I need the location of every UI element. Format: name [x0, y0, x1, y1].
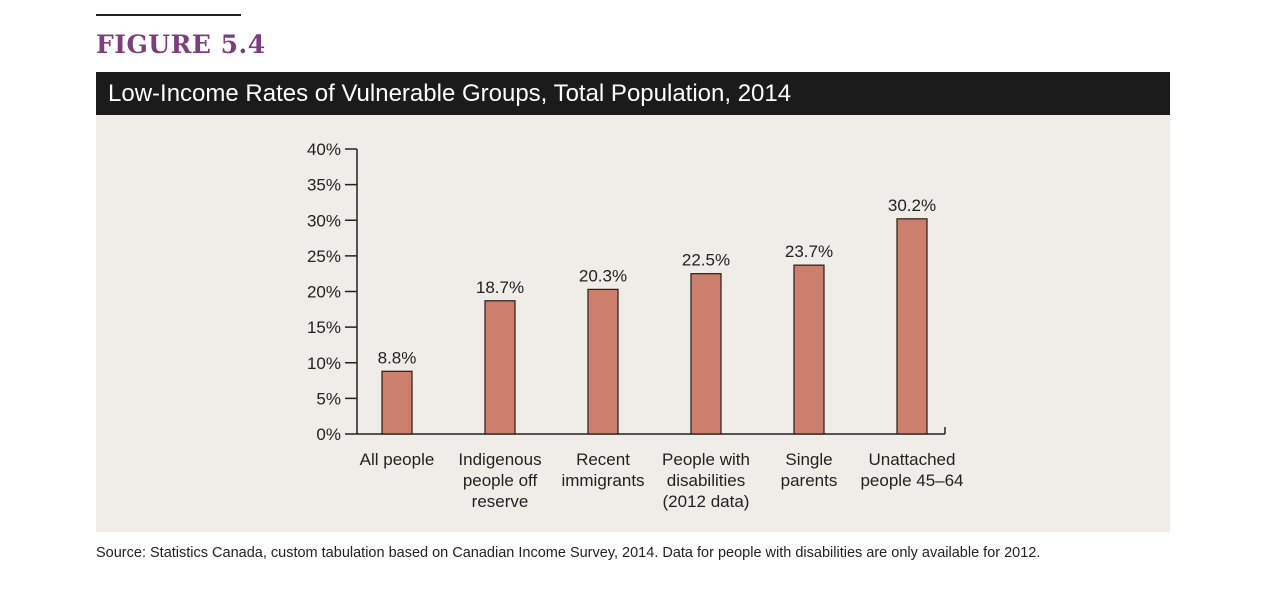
category-label: All people: [360, 450, 435, 469]
category-label-line: people off: [463, 471, 538, 490]
y-tick-label: 10%: [307, 354, 341, 373]
y-tick-label: 20%: [307, 283, 341, 302]
figure-label: FIGURE 5.4: [96, 30, 266, 59]
category-label-line: People with: [662, 450, 750, 469]
category-label-line: immigrants: [561, 471, 644, 490]
chart-title-bar: Low-Income Rates of Vulnerable Groups, T…: [96, 72, 1170, 115]
data-label: 30.2%: [888, 196, 936, 215]
top-rule: [96, 14, 241, 16]
bar: [484, 300, 516, 435]
bar: [690, 273, 722, 435]
bar: [793, 264, 825, 435]
chart-title: Low-Income Rates of Vulnerable Groups, T…: [108, 80, 792, 107]
data-label: 8.8%: [378, 348, 417, 367]
chart-panel: [96, 115, 1170, 532]
category-label: Recent immigrants: [561, 450, 644, 490]
data-label: 18.7%: [476, 278, 524, 297]
category-label-line: people 45–64: [860, 471, 963, 490]
category-label-line: Indigenous: [458, 450, 541, 469]
category-label: Unattached people 45–64: [860, 450, 963, 490]
y-tick-label: 25%: [307, 247, 341, 266]
category-label: Single parents: [781, 450, 838, 490]
data-label: 22.5%: [682, 251, 730, 270]
category-label-line: All people: [360, 450, 435, 469]
bar: [587, 288, 619, 435]
category-label: People with disabilities (2012 data): [662, 450, 750, 511]
y-tick-label: 35%: [307, 176, 341, 195]
category-label-line: parents: [781, 471, 838, 490]
category-label: Indigenous people off reserve: [458, 450, 541, 511]
source-note: Source: Statistics Canada, custom tabula…: [96, 545, 1041, 561]
category-label-line: disabilities: [667, 471, 745, 490]
category-label-line: Single: [785, 450, 832, 469]
category-label-line: Recent: [576, 450, 630, 469]
y-tick-label: 5%: [316, 389, 341, 408]
bar: [896, 218, 928, 435]
y-tick-label: 30%: [307, 211, 341, 230]
y-tick-label: 15%: [307, 318, 341, 337]
data-label: 23.7%: [785, 242, 833, 261]
category-label-line: Unattached: [869, 450, 956, 469]
y-tick-label: 40%: [307, 140, 341, 159]
category-label-line: reserve: [472, 492, 529, 511]
y-tick-label: 0%: [316, 425, 341, 444]
bar: [381, 370, 413, 435]
data-label: 20.3%: [579, 266, 627, 285]
category-label-line: (2012 data): [663, 492, 750, 511]
